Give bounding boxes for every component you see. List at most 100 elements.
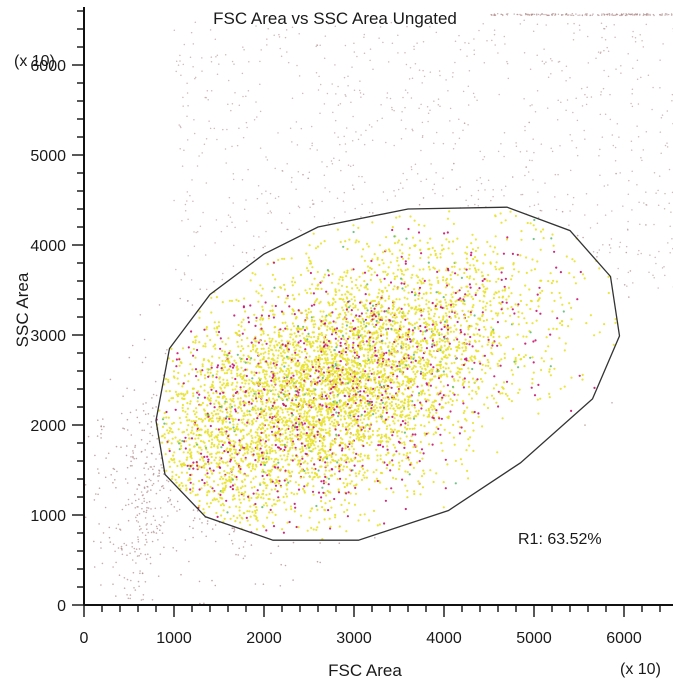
data-point <box>378 427 381 430</box>
data-point <box>150 426 153 428</box>
data-point <box>494 44 496 46</box>
data-point <box>266 427 269 430</box>
data-point <box>423 425 426 428</box>
data-point <box>398 364 401 367</box>
data-point <box>288 340 291 343</box>
data-point <box>482 294 486 297</box>
data-point <box>393 109 395 112</box>
data-point <box>112 543 115 546</box>
data-point <box>565 13 568 16</box>
data-point <box>320 387 324 391</box>
data-point <box>192 509 195 511</box>
data-point <box>413 382 416 385</box>
data-point <box>398 464 401 467</box>
data-point <box>411 390 414 393</box>
data-point <box>307 311 310 314</box>
data-point <box>371 368 374 371</box>
data-point <box>327 345 331 348</box>
data-point <box>152 468 154 471</box>
data-point <box>437 98 440 100</box>
data-point <box>645 23 648 26</box>
data-point <box>407 357 411 360</box>
data-point <box>492 188 494 191</box>
data-point <box>286 162 288 165</box>
data-point <box>463 122 466 124</box>
data-point <box>399 182 402 184</box>
data-point <box>473 38 475 40</box>
data-point <box>397 398 400 401</box>
data-point <box>169 498 172 501</box>
data-point <box>364 181 366 183</box>
data-point <box>456 290 459 293</box>
data-point <box>284 361 287 364</box>
data-point <box>357 325 360 329</box>
data-point <box>319 242 323 245</box>
data-point <box>626 14 628 16</box>
data-point <box>404 507 407 511</box>
data-point <box>308 428 311 431</box>
data-point <box>196 424 199 427</box>
data-point <box>190 457 193 460</box>
data-point <box>169 489 172 492</box>
data-point <box>309 510 312 513</box>
data-point <box>474 292 478 295</box>
data-point <box>379 443 382 447</box>
data-point <box>248 394 251 397</box>
data-point <box>186 82 188 85</box>
data-point <box>298 334 301 337</box>
data-point <box>371 345 374 348</box>
data-point <box>233 529 236 531</box>
data-point <box>203 383 206 387</box>
data-point <box>238 547 240 550</box>
data-point <box>314 440 317 443</box>
data-point <box>576 154 579 157</box>
data-point <box>222 382 225 385</box>
data-point <box>471 306 474 309</box>
data-point <box>344 311 347 314</box>
data-point <box>348 448 351 451</box>
data-point <box>278 331 281 334</box>
data-point <box>473 49 475 51</box>
data-point <box>147 468 150 470</box>
data-point <box>151 484 154 487</box>
data-point <box>296 379 299 382</box>
data-point <box>172 370 176 373</box>
data-point <box>216 370 219 373</box>
data-point <box>327 274 330 277</box>
data-point <box>431 408 434 411</box>
data-point <box>154 380 157 383</box>
data-point <box>281 439 284 442</box>
data-point <box>343 76 346 79</box>
data-point <box>422 197 425 199</box>
data-point <box>161 441 164 444</box>
data-point <box>208 439 211 442</box>
data-point <box>226 436 229 439</box>
data-point <box>351 66 353 68</box>
data-point <box>124 478 127 480</box>
data-point <box>288 417 291 420</box>
data-point <box>421 457 424 460</box>
data-point <box>469 275 472 278</box>
data-point <box>462 90 465 93</box>
data-point <box>456 366 459 369</box>
data-point <box>243 478 246 481</box>
data-point <box>252 399 255 402</box>
data-point <box>575 147 578 149</box>
data-point <box>597 51 600 53</box>
data-point <box>343 415 346 418</box>
data-point <box>360 215 362 218</box>
data-point <box>137 580 140 583</box>
data-point <box>84 484 87 486</box>
data-point <box>444 298 447 301</box>
data-point <box>318 318 322 321</box>
data-point <box>126 466 129 469</box>
data-point <box>228 475 231 478</box>
data-point <box>505 238 509 241</box>
data-point <box>312 485 315 488</box>
data-point <box>571 14 573 16</box>
data-point <box>365 299 368 302</box>
data-point <box>376 370 379 373</box>
data-point <box>605 13 607 16</box>
data-point <box>121 549 123 551</box>
data-point <box>344 44 347 47</box>
